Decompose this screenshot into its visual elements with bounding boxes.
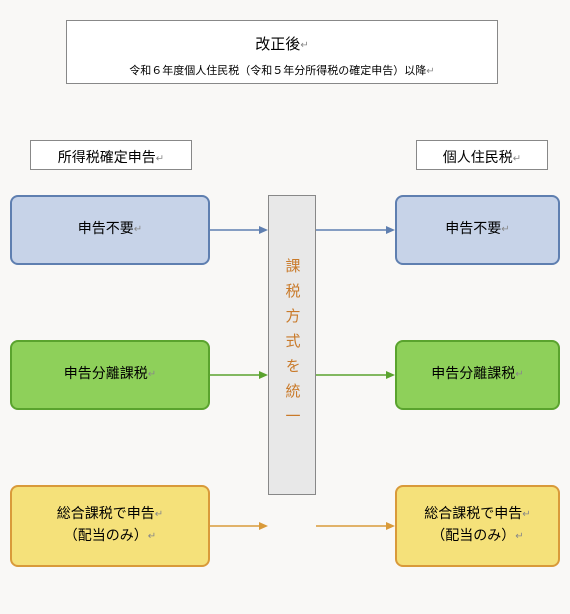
cell-row1-right: 申告不要↵ [395, 195, 560, 265]
return-mark: ↵ [522, 508, 530, 519]
cell-row2-left: 申告分離課税↵ [10, 340, 210, 410]
return-mark: ↵ [155, 508, 163, 519]
return-mark: ↵ [134, 224, 142, 235]
return-mark: ↵ [515, 369, 523, 380]
header-subtitle: 令和６年度個人住民税（令和５年分所得税の確定申告）以降↵ [75, 62, 489, 78]
cell-row1-left: 申告不要↵ [10, 195, 210, 265]
header-box: 改正後↵ 令和６年度個人住民税（令和５年分所得税の確定申告）以降↵ [66, 20, 498, 84]
header-title: 改正後↵ [75, 33, 489, 54]
return-mark: ↵ [148, 369, 156, 380]
return-mark: ↵ [156, 153, 164, 164]
center-box: 課税方式を統一 [268, 195, 316, 495]
return-mark: ↵ [513, 153, 521, 164]
return-mark: ↵ [501, 224, 509, 235]
cell-row3-left: 総合課税で申告↵ （配当のみ）↵ [10, 485, 210, 567]
column-header-left: 所得税確定申告↵ [30, 140, 192, 170]
cell-row2-right: 申告分離課税↵ [395, 340, 560, 410]
return-mark: ↵ [515, 531, 523, 542]
center-label: 課税方式を統一 [282, 258, 303, 433]
return-mark: ↵ [300, 40, 308, 51]
column-header-right: 個人住民税↵ [416, 140, 548, 170]
return-mark: ↵ [426, 66, 434, 77]
return-mark: ↵ [148, 531, 156, 542]
cell-row3-right: 総合課税で申告↵ （配当のみ）↵ [395, 485, 560, 567]
